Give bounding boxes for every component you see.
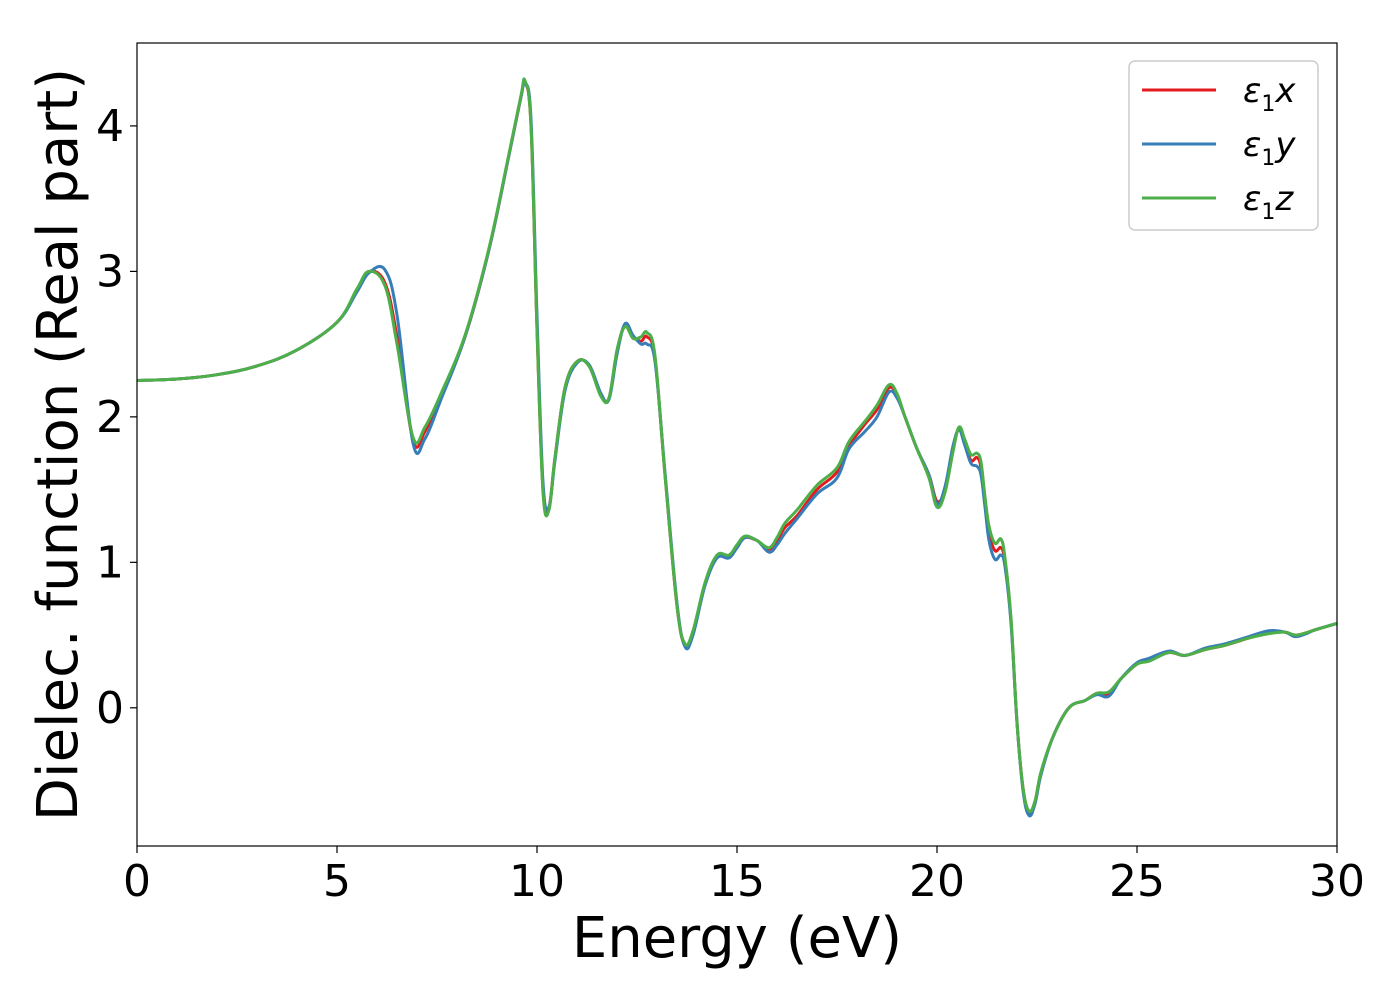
y-tick-label: 3 <box>96 246 124 297</box>
legend-label-tail: y <box>1274 125 1296 165</box>
y-tick-label: 2 <box>96 392 124 443</box>
legend-label-tail: z <box>1274 179 1294 219</box>
legend-label-base: ε <box>1243 179 1261 219</box>
y-tick-label: 4 <box>96 101 124 152</box>
legend-label-sub: 1 <box>1261 92 1275 117</box>
x-tick-label: 0 <box>123 856 151 907</box>
series-layer <box>137 77 1337 818</box>
x-tick-label: 10 <box>509 856 565 907</box>
y-axis-label: Dielec. function (Real part) <box>26 68 91 821</box>
x-tick-label: 15 <box>709 856 765 907</box>
legend-label-base: ε <box>1243 71 1261 111</box>
legend-box <box>1128 60 1319 231</box>
x-tick-label: 30 <box>1309 856 1365 907</box>
legend-label: ε1y <box>1243 125 1296 171</box>
x-axis-label: Energy (eV) <box>572 906 902 971</box>
x-tick-label: 25 <box>1109 856 1165 907</box>
legend-label-base: ε <box>1243 125 1261 165</box>
legend-label-tail: x <box>1274 71 1296 111</box>
x-tick-label: 20 <box>909 856 965 907</box>
legend-label: ε1x <box>1243 71 1296 117</box>
legend-label-sub: 1 <box>1261 200 1275 225</box>
legend-label: ε1z <box>1243 179 1294 225</box>
x-tick-label: 5 <box>323 856 351 907</box>
series-line-z <box>137 77 1337 814</box>
y-axis: 0 1 2 3 4 <box>96 101 137 734</box>
y-tick-label: 1 <box>96 537 124 588</box>
y-tick-label: 0 <box>96 683 124 734</box>
legend-label-sub: 1 <box>1261 146 1275 171</box>
x-axis: 0 5 10 15 20 25 30 <box>123 846 1365 907</box>
